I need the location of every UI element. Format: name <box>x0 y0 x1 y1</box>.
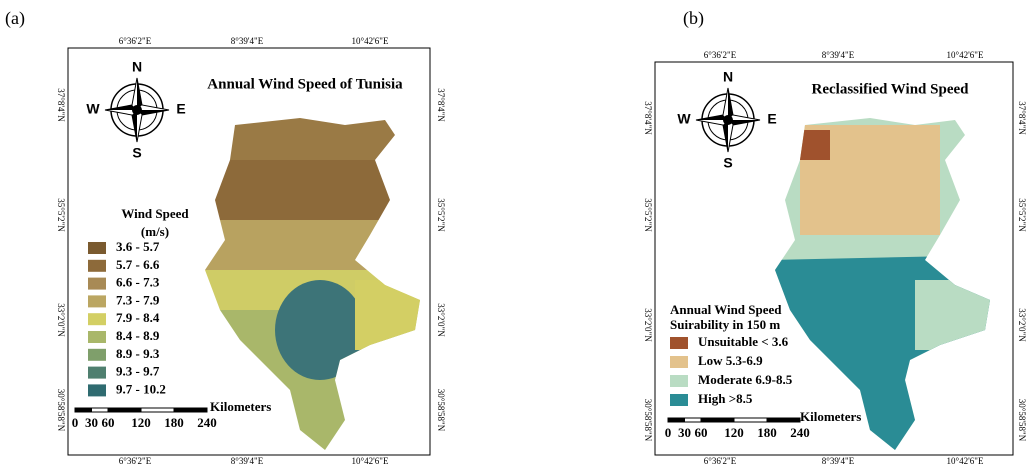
legend-label: 8.9 - 9.3 <box>116 346 160 361</box>
scale-label: 240 <box>790 425 810 440</box>
latitude-label: 35°5'2"N <box>1017 198 1027 232</box>
legend-swatch <box>88 367 106 379</box>
latitude-label: 37°8'4"N <box>643 101 653 135</box>
latitude-label: 35°5'2"N <box>436 198 446 232</box>
compass-east: E <box>767 111 776 127</box>
latitude-label: 30°58'58"N <box>56 389 66 432</box>
scale-label: 180 <box>757 425 777 440</box>
legend-swatch <box>88 384 106 396</box>
latitude-label: 30°58'58"N <box>1017 399 1027 442</box>
legend-swatch <box>88 260 106 272</box>
legend-subtitle: (m/s) <box>141 224 169 239</box>
legend-swatch <box>670 356 688 368</box>
map-title: Annual Wind Speed of Tunisia <box>207 76 403 92</box>
scale-label: 0 <box>665 425 672 440</box>
legend-label: High >8.5 <box>698 391 753 406</box>
legend-swatch <box>670 337 688 349</box>
legend-label: Low 5.3-6.9 <box>698 353 763 368</box>
scale-label: 180 <box>164 415 184 430</box>
scale-label: 60 <box>102 415 115 430</box>
scale-segment <box>92 408 109 412</box>
legend-subtitle: Suirability in 150 m <box>670 317 780 332</box>
longitude-label: 10°42'6"E <box>352 456 389 466</box>
latitude-label: 37°8'4"N <box>436 88 446 122</box>
legend-label: 7.3 - 7.9 <box>116 292 160 307</box>
scale-segment <box>75 408 92 412</box>
latitude-label: 33°2'0"N <box>1017 308 1027 342</box>
longitude-label: 8°39'4"E <box>822 456 855 466</box>
scale-unit: Kilometers <box>210 399 271 414</box>
scale-segment <box>141 408 174 412</box>
longitude-label: 8°39'4"E <box>822 50 855 60</box>
longitude-label: 10°42'6"E <box>947 50 984 60</box>
compass-west: W <box>677 111 691 127</box>
legend-label: Moderate 6.9-8.5 <box>698 372 793 387</box>
legend-label: 7.9 - 8.4 <box>116 310 160 325</box>
figure: (a) Annual Wind Speed of Tunisia 6°36'2"E 6… <box>0 0 1030 467</box>
longitude-label: 10°42'6"E <box>352 36 389 46</box>
longitude-label: 8°39'4"E <box>231 36 264 46</box>
compass-south: S <box>723 155 732 171</box>
legend-title: Annual Wind Speed <box>670 302 782 317</box>
latitude-label: 37°8'4"N <box>56 88 66 122</box>
scale-label: 30 <box>85 415 98 430</box>
scale-segment <box>108 408 141 412</box>
legend-swatch <box>88 295 106 307</box>
scale-label: 240 <box>197 415 217 430</box>
map-land <box>770 110 1000 460</box>
scale-segment <box>685 418 702 422</box>
longitude-label: 6°36'2"E <box>119 456 152 466</box>
scale-label: 120 <box>724 425 744 440</box>
legend-label: 5.7 - 6.6 <box>116 257 160 272</box>
latitude-label: 33°2'0"N <box>56 303 66 337</box>
longitude-label: 6°36'2"E <box>704 456 737 466</box>
latitude-label: 33°2'0"N <box>643 308 653 342</box>
latitude-label: 37°8'4"N <box>1017 101 1027 135</box>
latitude-label: 35°5'2"N <box>643 198 653 232</box>
longitude-label: 8°39'4"E <box>231 456 264 466</box>
compass-north: N <box>132 59 142 75</box>
legend-swatch <box>88 278 106 290</box>
longitude-label: 10°42'6"E <box>947 456 984 466</box>
scale-label: 60 <box>695 425 708 440</box>
panel-label: (b) <box>683 8 704 29</box>
scale-label: 120 <box>131 415 151 430</box>
legend-label: 8.4 - 8.9 <box>116 328 160 343</box>
legend-label: 3.6 - 5.7 <box>116 239 160 254</box>
panel-label: (a) <box>5 8 25 29</box>
legend-swatch <box>88 349 106 361</box>
latitude-label: 30°58'58"N <box>643 399 653 442</box>
longitude-label: 6°36'2"E <box>704 50 737 60</box>
latitude-label: 35°5'2"N <box>56 198 66 232</box>
scale-unit: Kilometers <box>800 409 861 424</box>
map-title: Reclassified Wind Speed <box>812 81 970 97</box>
scale-segment <box>174 408 207 412</box>
scale-label: 0 <box>72 415 79 430</box>
compass-north: N <box>723 69 733 85</box>
legend-swatch <box>670 375 688 387</box>
latitude-label: 30°58'58"N <box>436 389 446 432</box>
scale-segment <box>734 418 767 422</box>
compass-south: S <box>132 145 141 161</box>
legend-swatch <box>88 331 106 343</box>
scale-label: 30 <box>678 425 691 440</box>
compass-east: E <box>176 101 185 117</box>
legend-swatch <box>88 242 106 254</box>
legend-swatch <box>88 313 106 325</box>
legend-label: 9.7 - 10.2 <box>116 381 166 396</box>
legend-title: Wind Speed <box>121 206 189 221</box>
page: {"panels":[ {"label":"(a)","title":"Annu… <box>0 0 1030 467</box>
legend-label: Unsuitable < 3.6 <box>698 334 789 349</box>
compass-west: W <box>86 101 100 117</box>
scale-segment <box>668 418 685 422</box>
legend-label: 6.6 - 7.3 <box>116 275 160 290</box>
scale-segment <box>701 418 734 422</box>
scale-segment <box>767 418 800 422</box>
longitude-label: 6°36'2"E <box>119 36 152 46</box>
latitude-label: 33°2'0"N <box>436 303 446 337</box>
legend-swatch <box>670 394 688 406</box>
legend-label: 9.3 - 9.7 <box>116 364 160 379</box>
